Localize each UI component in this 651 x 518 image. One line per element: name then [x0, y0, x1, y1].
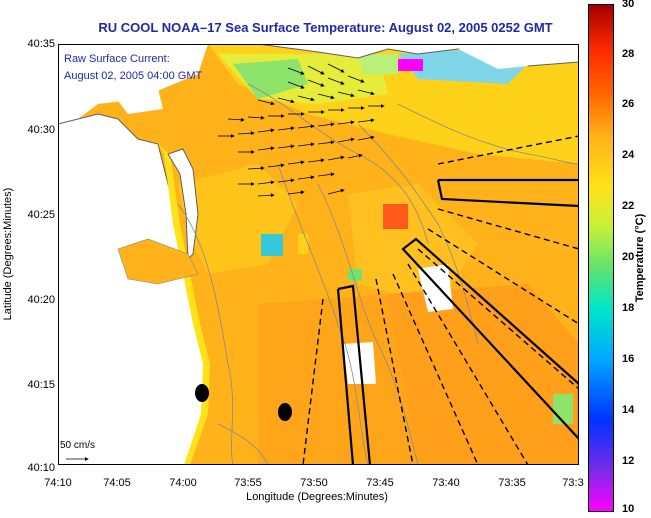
x-axis-label: Longitude (Degrees:Minutes) — [246, 491, 388, 503]
map-title: RU COOL NOAA–17 Sea Surface Temperature:… — [98, 20, 553, 35]
sst-map — [58, 44, 579, 465]
current-legend: Raw Surface Current: August 02, 2005 04:… — [64, 53, 202, 82]
y-tick: 40:35 — [27, 38, 55, 50]
colorbar-tick: 28 — [622, 48, 635, 60]
y-axis-label: Latitude (Degrees:Minutes) — [2, 187, 14, 321]
buoy-marker — [195, 384, 209, 402]
colorbar-tick: 26 — [622, 98, 635, 110]
x-tick: 73:3 — [562, 477, 584, 489]
y-tick: 40:30 — [27, 124, 55, 136]
map-frame — [58, 44, 579, 465]
colorbar-tick: 14 — [622, 404, 635, 416]
ocean-green-zone — [233, 59, 308, 99]
colorbar-tick: 24 — [622, 149, 635, 161]
x-tick: 73:50 — [300, 477, 328, 489]
shipping-lane-lines — [302, 135, 579, 465]
y-tick: 40:10 — [27, 462, 55, 474]
x-tick: 73:55 — [234, 477, 262, 489]
legend-date: August 02, 2005 04:00 GMT — [64, 70, 203, 82]
colorbar-tick: 18 — [622, 302, 635, 314]
colorbar-tick: 10 — [622, 503, 635, 515]
traffic-separation-lanes — [336, 178, 579, 465]
colorbar-tick: 20 — [622, 251, 635, 263]
x-tick: 74:00 — [169, 477, 197, 489]
ocean-cyan-patch — [261, 234, 283, 256]
x-tick: 74:05 — [103, 477, 131, 489]
buoy-marker — [278, 403, 292, 421]
x-tick: 73:35 — [498, 477, 526, 489]
sandy-hook — [167, 148, 199, 261]
x-tick: 74:10 — [44, 477, 72, 489]
ocean-magenta-spot — [398, 59, 423, 71]
colorbar-label: Temperature (°C) — [634, 213, 646, 303]
y-tick: 40:25 — [27, 209, 55, 221]
y-tick: 40:15 — [27, 379, 55, 391]
colorbar-tick: 22 — [622, 200, 635, 212]
land-northwest — [58, 44, 208, 124]
colorbar-tick: 30 — [622, 0, 635, 10]
y-tick: 40:20 — [27, 294, 55, 306]
legend-title: Raw Surface Current: — [64, 53, 170, 65]
surface-current-vectors — [218, 63, 385, 198]
bathymetry-contours — [177, 83, 579, 465]
x-tick: 73:45 — [366, 477, 394, 489]
x-tick: 73:40 — [432, 477, 460, 489]
colorbar-tick: 12 — [622, 455, 635, 467]
temperature-colorbar — [588, 4, 614, 512]
colorbar-tick: 16 — [622, 353, 635, 365]
scale-label: 50 cm/s — [60, 440, 96, 451]
